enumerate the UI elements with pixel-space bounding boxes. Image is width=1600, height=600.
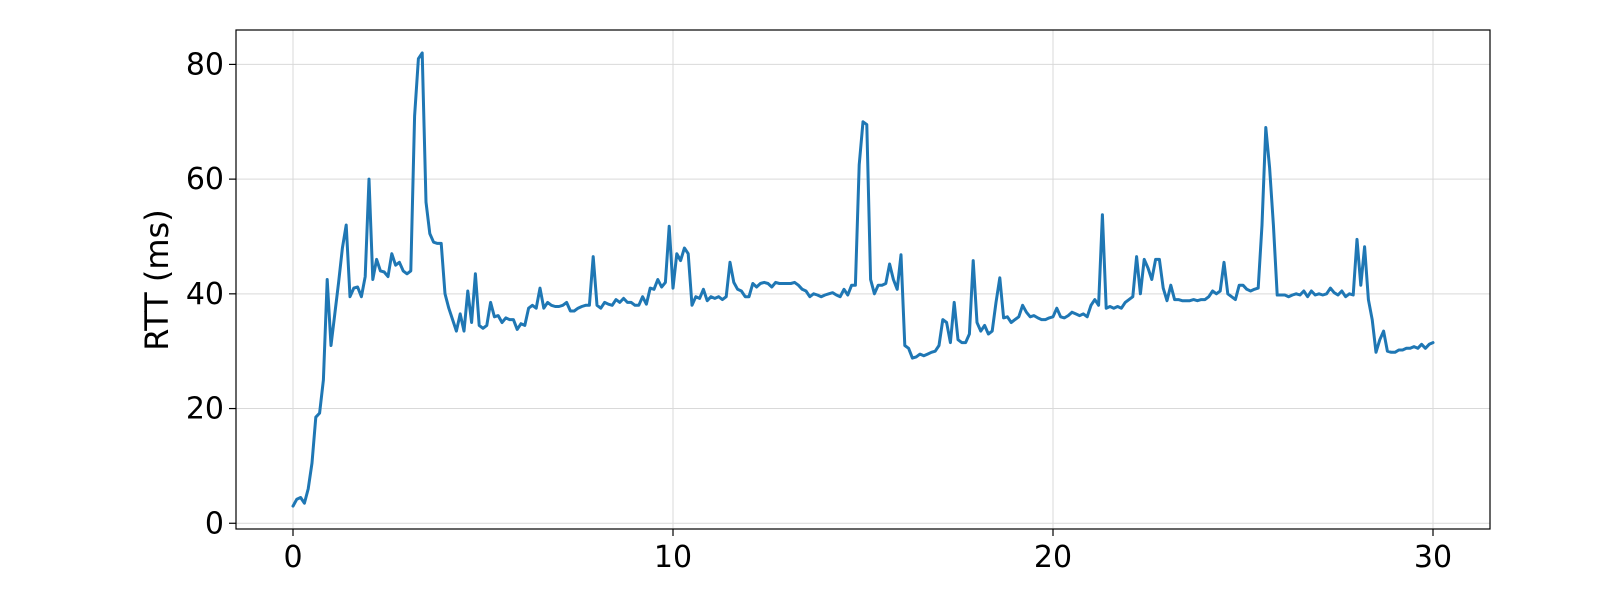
axis-ticks: 0 10 20 30 0 20 40 60 80	[186, 47, 1452, 575]
series-layer	[291, 51, 1435, 508]
x-tick-label: 20	[1034, 540, 1072, 575]
y-tick-label: 0	[205, 506, 224, 541]
x-tick-label: 30	[1414, 540, 1452, 575]
y-tick-label: 20	[186, 392, 224, 427]
y-tick-label: 80	[186, 47, 224, 82]
y-axis-label: RTT (ms)	[138, 209, 176, 350]
x-tick-label: 10	[654, 540, 692, 575]
x-tick-label: 0	[283, 540, 302, 575]
y-tick-label: 40	[186, 277, 224, 312]
y-tick-label: 60	[186, 162, 224, 197]
rtt-series-line	[291, 51, 1435, 508]
plot-frame	[235, 29, 1491, 530]
